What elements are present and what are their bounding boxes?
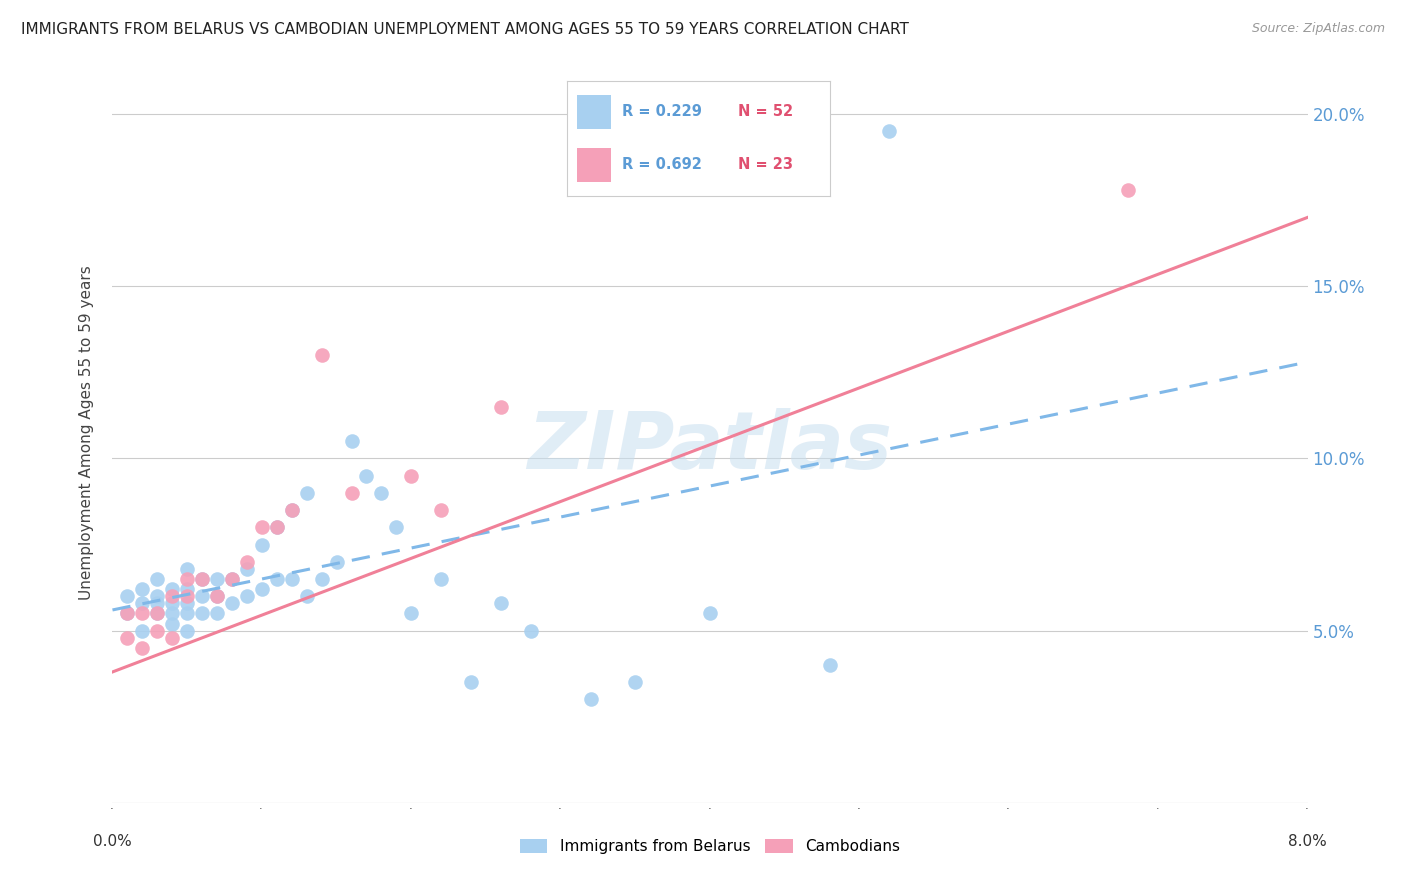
Point	[205, 589, 228, 603]
Point	[146, 624, 169, 638]
Point	[877, 124, 901, 138]
Point	[624, 675, 647, 690]
Text: IMMIGRANTS FROM BELARUS VS CAMBODIAN UNEMPLOYMENT AMONG AGES 55 TO 59 YEARS CORR: IMMIGRANTS FROM BELARUS VS CAMBODIAN UNE…	[21, 22, 908, 37]
Point	[430, 503, 453, 517]
Point	[176, 561, 198, 575]
Point	[146, 607, 169, 621]
Point	[162, 631, 183, 645]
Point	[176, 624, 198, 638]
Point	[266, 572, 288, 586]
Point	[250, 582, 273, 597]
Point	[162, 616, 183, 631]
Point	[818, 658, 841, 673]
Point	[266, 520, 288, 534]
Text: 0.0%: 0.0%	[93, 834, 132, 849]
Point	[250, 537, 273, 551]
Point	[266, 520, 288, 534]
Point	[146, 589, 169, 603]
Point	[460, 675, 482, 690]
Point	[699, 607, 721, 621]
Point	[131, 624, 153, 638]
Point	[162, 596, 183, 610]
Point	[221, 572, 243, 586]
Point	[401, 607, 423, 621]
Point	[191, 572, 214, 586]
Point	[385, 520, 408, 534]
Point	[176, 596, 198, 610]
Text: Source: ZipAtlas.com: Source: ZipAtlas.com	[1251, 22, 1385, 36]
Point	[489, 596, 512, 610]
Point	[205, 607, 228, 621]
Point	[250, 520, 273, 534]
Point	[131, 640, 153, 655]
Point	[176, 607, 198, 621]
Point	[430, 572, 453, 586]
Point	[162, 582, 183, 597]
Point	[236, 589, 259, 603]
Legend: Immigrants from Belarus, Cambodians: Immigrants from Belarus, Cambodians	[512, 831, 908, 862]
Point	[520, 624, 543, 638]
Point	[221, 572, 243, 586]
Point	[1118, 183, 1140, 197]
Point	[191, 572, 214, 586]
Point	[356, 468, 378, 483]
Point	[340, 486, 363, 500]
Point	[281, 503, 304, 517]
Point	[146, 596, 169, 610]
Point	[131, 596, 153, 610]
Point	[281, 572, 304, 586]
Point	[221, 596, 243, 610]
Point	[117, 607, 139, 621]
Point	[146, 607, 169, 621]
Y-axis label: Unemployment Among Ages 55 to 59 years: Unemployment Among Ages 55 to 59 years	[79, 265, 94, 600]
Point	[340, 434, 363, 449]
Point	[311, 572, 333, 586]
Point	[176, 572, 198, 586]
Point	[489, 400, 512, 414]
Point	[370, 486, 392, 500]
Point	[191, 607, 214, 621]
Point	[236, 555, 259, 569]
Point	[191, 589, 214, 603]
Point	[325, 555, 347, 569]
Point	[162, 589, 183, 603]
Point	[176, 582, 198, 597]
Point	[281, 503, 304, 517]
Point	[131, 582, 153, 597]
Point	[295, 486, 318, 500]
Point	[117, 607, 139, 621]
Point	[146, 572, 169, 586]
Point	[205, 589, 228, 603]
Point	[131, 607, 153, 621]
Point	[117, 631, 139, 645]
Text: 8.0%: 8.0%	[1288, 834, 1327, 849]
Text: ZIPatlas: ZIPatlas	[527, 409, 893, 486]
Point	[117, 589, 139, 603]
Point	[205, 572, 228, 586]
Point	[579, 692, 602, 706]
Point	[295, 589, 318, 603]
Point	[311, 348, 333, 362]
Point	[401, 468, 423, 483]
Point	[176, 589, 198, 603]
Point	[236, 561, 259, 575]
Point	[162, 607, 183, 621]
